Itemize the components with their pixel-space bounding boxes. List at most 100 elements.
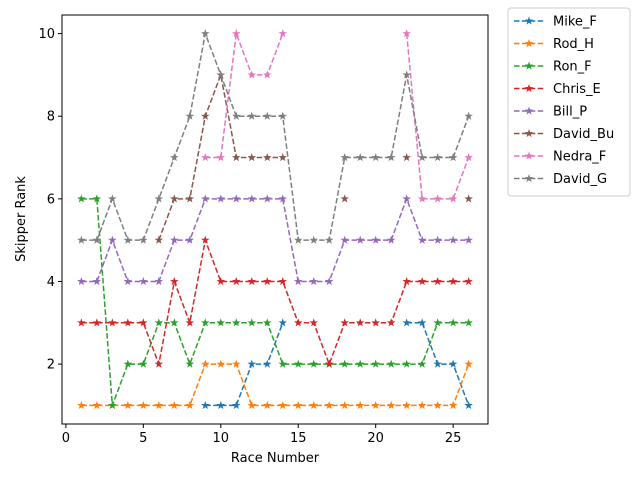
point-marker xyxy=(417,359,427,368)
point-marker xyxy=(170,235,179,244)
point-marker xyxy=(201,318,210,327)
point-marker xyxy=(201,194,210,203)
point-marker xyxy=(433,153,442,162)
x-tick-label: 20 xyxy=(367,431,384,446)
point-marker xyxy=(262,111,272,120)
point-marker xyxy=(247,318,257,327)
point-marker xyxy=(309,400,319,410)
point-marker xyxy=(309,318,319,327)
point-marker xyxy=(371,235,380,244)
point-marker xyxy=(108,235,117,244)
x-axis-label: Race Number xyxy=(231,451,320,466)
point-marker xyxy=(340,400,349,410)
point-marker xyxy=(309,276,319,286)
point-marker xyxy=(92,194,102,203)
point-marker xyxy=(216,194,226,203)
legend-marker xyxy=(524,39,534,48)
point-marker xyxy=(340,235,349,244)
legend-label: Nedra_F xyxy=(553,150,606,165)
point-marker xyxy=(464,111,473,120)
point-marker xyxy=(402,276,411,286)
point-marker xyxy=(278,29,288,38)
y-tick-label: 4 xyxy=(47,275,55,290)
point-marker xyxy=(371,359,380,368)
point-marker xyxy=(216,153,226,162)
point-marker xyxy=(262,359,272,368)
point-marker xyxy=(293,400,303,410)
point-marker xyxy=(201,29,210,38)
series-line xyxy=(81,363,470,407)
point-marker xyxy=(340,194,349,203)
point-marker xyxy=(231,153,241,162)
point-marker xyxy=(278,400,288,410)
series-line xyxy=(81,196,469,283)
point-marker xyxy=(371,400,380,410)
point-marker xyxy=(355,318,365,327)
point-marker xyxy=(231,111,241,120)
point-marker xyxy=(139,235,148,244)
legend-label: Ron_F xyxy=(553,60,592,75)
point-marker xyxy=(464,235,473,244)
point-marker xyxy=(324,235,334,244)
point-marker xyxy=(154,235,164,244)
point-marker xyxy=(185,111,195,120)
point-marker xyxy=(123,400,133,410)
plot-frame xyxy=(61,14,489,425)
point-marker xyxy=(185,359,195,368)
point-marker xyxy=(201,153,210,162)
legend-marker xyxy=(524,16,534,25)
legend-label: Rod_H xyxy=(553,37,594,52)
point-marker xyxy=(402,29,411,38)
point-marker xyxy=(77,276,86,286)
legend-box xyxy=(507,7,631,197)
point-marker xyxy=(386,400,396,410)
point-marker xyxy=(201,235,210,244)
point-marker xyxy=(231,400,241,410)
point-marker xyxy=(417,318,427,327)
point-marker xyxy=(355,153,365,162)
point-marker xyxy=(185,318,195,327)
point-marker xyxy=(448,318,458,327)
point-marker xyxy=(139,400,148,410)
legend-label: David_Bu xyxy=(553,127,614,142)
point-marker xyxy=(247,153,257,162)
point-marker xyxy=(340,359,349,368)
point-marker xyxy=(278,276,288,286)
point-marker xyxy=(231,29,241,38)
point-marker xyxy=(92,235,102,244)
point-marker xyxy=(185,235,195,244)
point-marker xyxy=(92,400,102,410)
point-marker xyxy=(216,70,226,79)
point-marker xyxy=(448,276,458,286)
point-marker xyxy=(92,276,102,286)
point-marker xyxy=(262,400,272,410)
point-marker xyxy=(170,276,179,286)
point-marker xyxy=(355,400,365,410)
point-marker xyxy=(77,400,86,410)
point-marker xyxy=(355,235,365,244)
point-marker xyxy=(433,400,442,410)
point-marker xyxy=(139,318,148,327)
point-marker xyxy=(201,111,210,120)
legend-label: David_G xyxy=(553,172,607,187)
point-marker xyxy=(139,276,148,286)
point-marker xyxy=(464,400,473,410)
point-marker xyxy=(247,359,257,368)
point-marker xyxy=(170,153,179,162)
point-marker xyxy=(386,235,396,244)
point-marker xyxy=(371,153,380,162)
point-marker xyxy=(170,194,179,203)
legend-marker xyxy=(524,151,534,160)
point-marker xyxy=(433,235,442,244)
point-marker xyxy=(278,318,288,327)
point-marker xyxy=(293,235,303,244)
point-marker xyxy=(278,153,288,162)
point-marker xyxy=(386,359,396,368)
point-marker xyxy=(386,153,396,162)
point-marker xyxy=(417,153,427,162)
point-marker xyxy=(417,400,427,410)
point-marker xyxy=(340,153,349,162)
point-marker xyxy=(464,153,473,162)
point-marker xyxy=(262,194,272,203)
point-marker xyxy=(231,276,241,286)
